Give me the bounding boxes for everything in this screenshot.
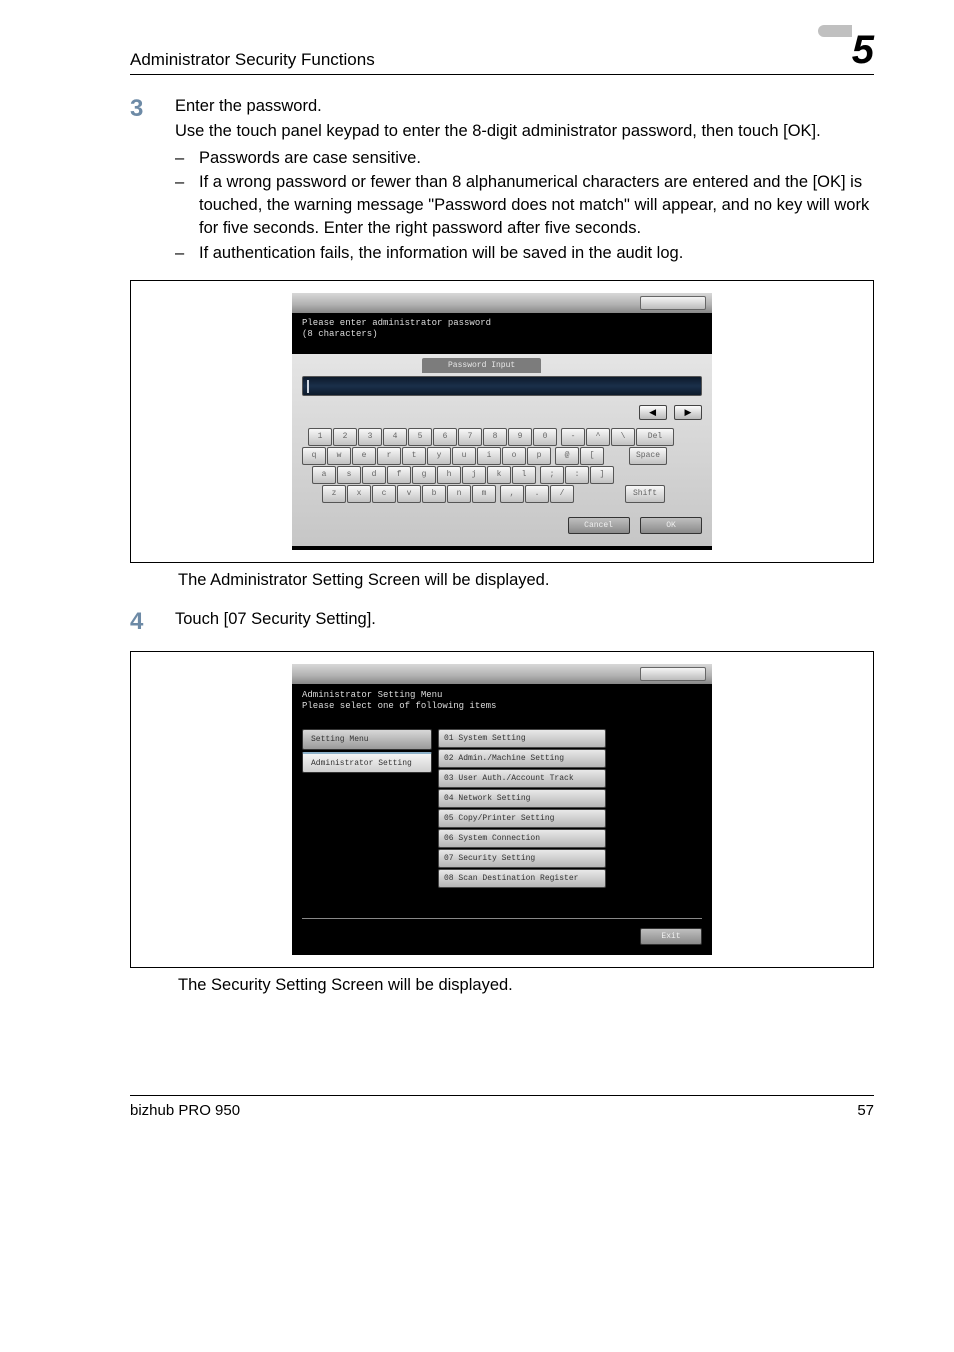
key[interactable]: a	[312, 466, 336, 484]
key[interactable]: u	[452, 447, 476, 465]
admin-menu-title: Administrator Setting Menu	[302, 690, 702, 701]
key[interactable]: .	[525, 485, 549, 503]
menu-02-admin-machine-setting[interactable]: 02 Admin./Machine Setting	[438, 749, 606, 768]
key[interactable]: i	[477, 447, 501, 465]
ok-button[interactable]: OK	[640, 517, 702, 534]
exit-button[interactable]: Exit	[640, 928, 702, 945]
menu-06-system-connection[interactable]: 06 System Connection	[438, 829, 606, 848]
key[interactable]: l	[512, 466, 536, 484]
key[interactable]: r	[377, 447, 401, 465]
step-3-line-1: Enter the password.	[175, 95, 874, 118]
key[interactable]: 1	[308, 428, 332, 446]
key[interactable]: c	[372, 485, 396, 503]
password-prompt-line-1: Please enter administrator password	[302, 318, 702, 329]
key[interactable]: m	[472, 485, 496, 503]
key[interactable]: ]	[590, 466, 614, 484]
step-3-body: Enter the password. Use the touch panel …	[175, 95, 874, 266]
key[interactable]: x	[347, 485, 371, 503]
cursor-right-button[interactable]: ▶	[674, 405, 702, 420]
key[interactable]: /	[550, 485, 574, 503]
shift-key[interactable]: Shift	[625, 485, 665, 503]
password-display[interactable]	[302, 376, 702, 396]
step-3-bullet-2: If a wrong password or fewer than 8 alph…	[175, 171, 874, 239]
key[interactable]: h	[437, 466, 461, 484]
key[interactable]: d	[362, 466, 386, 484]
key[interactable]: p	[527, 447, 551, 465]
key[interactable]: w	[327, 447, 351, 465]
key[interactable]: e	[352, 447, 376, 465]
key[interactable]: j	[462, 466, 486, 484]
key[interactable]: 2	[333, 428, 357, 446]
metal-button[interactable]	[640, 296, 706, 310]
sidebar-admin-setting[interactable]: Administrator Setting	[302, 752, 432, 773]
footer-page-number: 57	[857, 1102, 874, 1119]
key[interactable]: -	[561, 428, 585, 446]
screenshot-1-header-bar	[292, 293, 712, 313]
key[interactable]: q	[302, 447, 326, 465]
menu-04-network-setting[interactable]: 04 Network Setting	[438, 789, 606, 808]
step-4-line-1: Touch [07 Security Setting].	[175, 608, 874, 631]
key[interactable]: ;	[540, 466, 564, 484]
key[interactable]: s	[337, 466, 361, 484]
screenshot-admin-menu: Administrator Setting Menu Please select…	[130, 651, 874, 969]
key[interactable]: 4	[383, 428, 407, 446]
step-4-number: 4	[130, 608, 150, 637]
key[interactable]: o	[502, 447, 526, 465]
caption-2: The Security Setting Screen will be disp…	[178, 976, 874, 995]
header-title: Administrator Security Functions	[130, 50, 375, 70]
key[interactable]: @	[555, 447, 579, 465]
key[interactable]: [	[580, 447, 604, 465]
key[interactable]: g	[412, 466, 436, 484]
key[interactable]: y	[427, 447, 451, 465]
password-prompt-line-2: (8 characters)	[302, 329, 702, 340]
key[interactable]: v	[397, 485, 421, 503]
key[interactable]: 5	[408, 428, 432, 446]
key[interactable]: b	[422, 485, 446, 503]
password-input-tab: Password Input	[422, 358, 541, 373]
key[interactable]: ,	[500, 485, 524, 503]
admin-menu-subtitle: Please select one of following items	[302, 701, 702, 712]
menu-05-copy-printer-setting[interactable]: 05 Copy/Printer Setting	[438, 809, 606, 828]
step-4-body: Touch [07 Security Setting].	[175, 608, 874, 637]
menu-08-scan-destination-register[interactable]: 08 Scan Destination Register	[438, 869, 606, 888]
key[interactable]: ^	[586, 428, 610, 446]
key[interactable]: f	[387, 466, 411, 484]
key[interactable]: 7	[458, 428, 482, 446]
key[interactable]: z	[322, 485, 346, 503]
key[interactable]: 0	[533, 428, 557, 446]
key[interactable]: 9	[508, 428, 532, 446]
screenshot-password-input: Please enter administrator password (8 c…	[130, 280, 874, 563]
menu-07-security-setting[interactable]: 07 Security Setting	[438, 849, 606, 868]
step-3-number: 3	[130, 95, 150, 266]
cancel-button[interactable]: Cancel	[568, 517, 630, 534]
key[interactable]: :	[565, 466, 589, 484]
key[interactable]: t	[402, 447, 426, 465]
caption-1: The Administrator Setting Screen will be…	[178, 571, 874, 590]
menu-03-user-auth-account-track[interactable]: 03 User Auth./Account Track	[438, 769, 606, 788]
key[interactable]: \	[611, 428, 635, 446]
cursor-left-button[interactable]: ◀	[639, 405, 667, 420]
key[interactable]: 3	[358, 428, 382, 446]
screenshot-2-header-bar	[292, 664, 712, 684]
key[interactable]: n	[447, 485, 471, 503]
space-key[interactable]: Space	[629, 447, 667, 465]
metal-button[interactable]	[640, 667, 706, 681]
footer-product: bizhub PRO 950	[130, 1102, 240, 1119]
key[interactable]: 6	[433, 428, 457, 446]
chapter-number: 5	[852, 30, 874, 70]
menu-01-system-setting[interactable]: 01 System Setting	[438, 729, 606, 748]
step-3-line-2: Use the touch panel keypad to enter the …	[175, 120, 874, 143]
step-3-bullet-3: If authentication fails, the information…	[175, 242, 874, 265]
del-key[interactable]: Del	[636, 428, 674, 446]
sidebar-setting-menu[interactable]: Setting Menu	[302, 729, 432, 750]
step-3-bullet-1: Passwords are case sensitive.	[175, 147, 874, 170]
key[interactable]: 8	[483, 428, 507, 446]
touch-keyboard: 1 2 3 4 5 6 7 8 9 0 - ^	[292, 428, 712, 503]
key[interactable]: k	[487, 466, 511, 484]
